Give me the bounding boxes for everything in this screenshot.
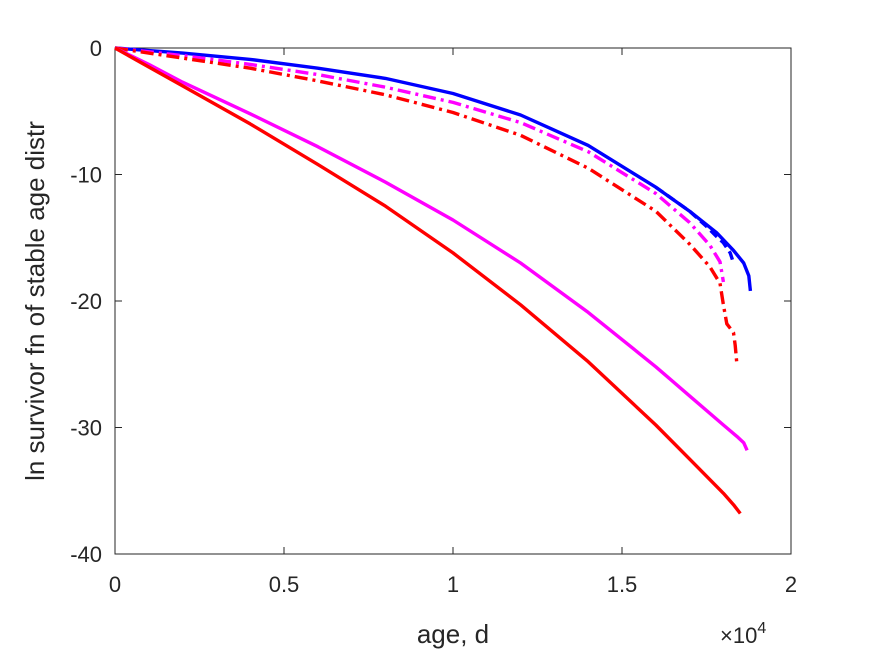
tick-group: 0 0.5 1 1.5 2 0 -10 -20 -30 -40 bbox=[70, 36, 797, 597]
y-tick-label: -40 bbox=[70, 542, 102, 567]
series-group bbox=[114, 46, 753, 515]
y-tick-label: -30 bbox=[70, 416, 102, 441]
x-tick-label: 1.5 bbox=[607, 572, 638, 597]
series-line-3 bbox=[114, 46, 726, 283]
series-line-2 bbox=[654, 185, 736, 264]
series-line-1 bbox=[114, 46, 753, 292]
x-tick-label: 2 bbox=[785, 572, 797, 597]
y-tick-label: -10 bbox=[70, 163, 102, 188]
x-tick-label: 0 bbox=[109, 572, 121, 597]
series-line-4 bbox=[114, 46, 739, 365]
x-tick-label: 0.5 bbox=[269, 572, 300, 597]
plot-area bbox=[114, 47, 792, 555]
series-line-6 bbox=[114, 46, 742, 515]
y-tick-label: -20 bbox=[70, 289, 102, 314]
y-axis-label: ln survivor fn of stable age distr bbox=[20, 121, 50, 481]
y-tick-label: 0 bbox=[90, 36, 102, 61]
series-line-5 bbox=[114, 46, 749, 451]
x-axis-label: age, d bbox=[417, 619, 489, 649]
x-exponent-label: ×104 bbox=[720, 620, 766, 648]
x-tick-label: 1 bbox=[447, 572, 459, 597]
